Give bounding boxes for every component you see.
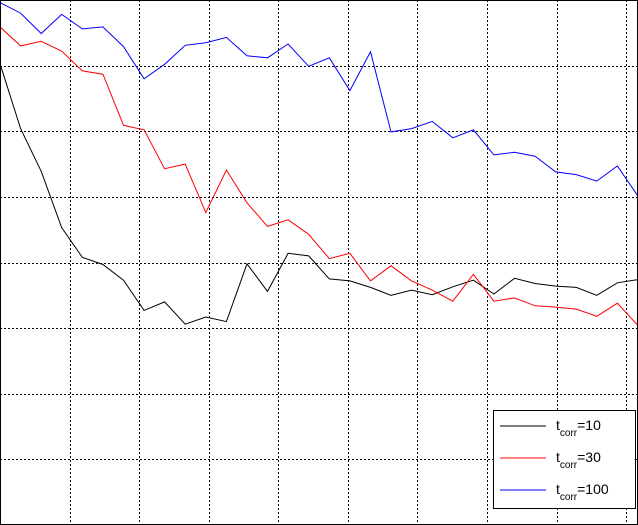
legend-label-suffix: =10 — [577, 417, 601, 433]
legend-label-2: tcorr=30 — [556, 449, 601, 471]
horizontal-gridlines — [0, 66, 638, 460]
legend-label-subscript: corr — [560, 460, 578, 471]
legend-label-base: t — [556, 481, 560, 497]
legend-label-suffix: =100 — [577, 481, 609, 497]
legend-label-subscript: corr — [560, 492, 578, 503]
legend-label-base: t — [556, 417, 560, 433]
series-line-3 — [0, 2, 638, 197]
legend-label-1: tcorr=10 — [556, 417, 601, 439]
legend-label-suffix: =30 — [577, 449, 601, 465]
legend-label-subscript: corr — [560, 428, 578, 439]
series-line-1 — [0, 63, 638, 325]
legend-label-3: tcorr=100 — [556, 481, 609, 503]
series-line-2 — [0, 26, 638, 326]
series-lines — [0, 2, 638, 326]
legend-box — [493, 410, 636, 509]
legend-label-base: t — [556, 449, 560, 465]
